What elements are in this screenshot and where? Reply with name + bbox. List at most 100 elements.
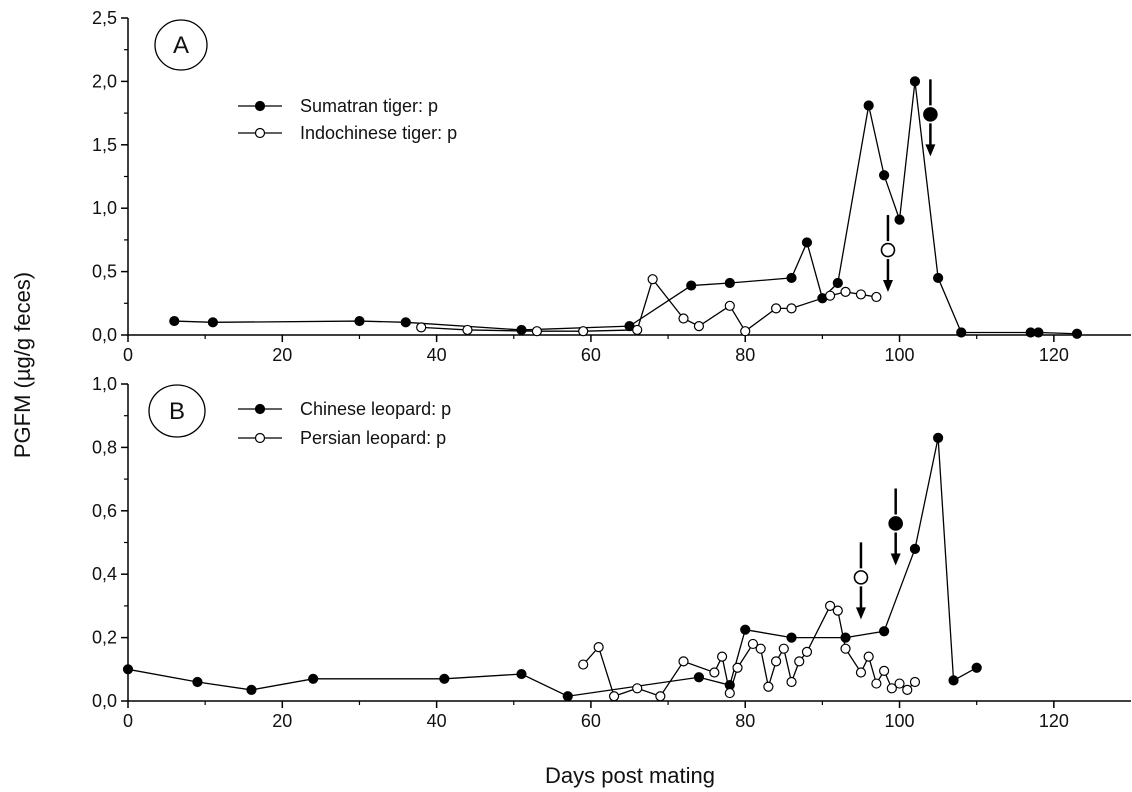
y-axis-title: PGFM (µg/g feces) <box>10 272 35 458</box>
panel-a-arrow-marker <box>880 242 896 258</box>
panel-b-series-2-point <box>632 683 643 694</box>
panel-b-series-2-point <box>871 678 882 689</box>
panel-b-series-2-point <box>794 656 805 667</box>
panel-a-series-1-point <box>956 327 967 338</box>
panel-b-series-2-point <box>832 605 843 616</box>
panel-b-series-1-point <box>879 626 890 637</box>
panel-a-series-1-point <box>169 315 180 327</box>
panel-a-series-1-point <box>686 280 697 291</box>
panel-b-label-circle <box>148 384 206 438</box>
panel-a-series-2-point <box>871 291 882 303</box>
panel-b-x-tick-label: 20 <box>272 711 292 731</box>
panel-b-y-tick-label: 0,0 <box>92 691 117 711</box>
panel-b-series-1-point <box>693 672 705 683</box>
panel-a-series-1-point <box>786 272 797 284</box>
panel-b-series-2-point <box>840 643 851 654</box>
panel-b-series-1-point <box>308 673 319 684</box>
panel-b-y-tick-label: 0,4 <box>92 564 117 584</box>
panel-b-series-2-point <box>747 638 759 650</box>
panel-a-series-1-point <box>400 317 411 328</box>
panel-a-y-tick-label: 2,5 <box>92 8 117 28</box>
panel-a-series-1-point <box>207 317 218 328</box>
panel-b-series-2-point <box>755 643 766 654</box>
panel-b-arrow-head <box>855 607 866 620</box>
panel-b-axes <box>127 384 1131 702</box>
panel-a-series-2-point <box>693 321 705 332</box>
panel-b-series-2-line <box>582 604 916 698</box>
panel-b-series-2-point <box>902 684 913 696</box>
panel-a-series-2-point <box>770 303 782 314</box>
panel-b-chart: 0,0 0,2 0,4 0,6 0,8 1,0 0 20 40 60 80 100 120 Chinese… <box>92 374 1131 731</box>
panel-b-arrow-marker <box>888 516 903 531</box>
panel-b-series-1-point <box>246 684 257 696</box>
panel-a-y-tick-label: 0,0 <box>92 325 117 345</box>
panel-b-arrow-head <box>890 553 901 566</box>
panel-b-series-1-point <box>122 664 134 675</box>
panel-b-x-tick-label: 40 <box>427 711 447 731</box>
panel-b-label: B <box>169 398 185 425</box>
panel-b-y-tick-label: 0,2 <box>92 628 117 648</box>
panel-b-series-2-point <box>678 656 689 667</box>
panel-a-series-1-point <box>516 324 527 336</box>
panel-b-series-2-point <box>578 659 589 670</box>
panel-b-series-2-point <box>886 683 897 694</box>
panel-a-series-2-point <box>531 326 543 337</box>
panel-a-series-1-point <box>863 100 874 111</box>
panel-b-x-tick-label: 0 <box>123 711 133 731</box>
panel-a-series-2-point <box>578 326 589 337</box>
panel-a-y-tick-label: 1,5 <box>92 135 117 155</box>
panel-b-series-1-point <box>840 632 851 643</box>
panel-b-arrow-marker <box>853 570 869 585</box>
panel-b-series-1-point <box>948 675 959 686</box>
panel-a-x-tick-label: 120 <box>1039 345 1069 365</box>
panel-a-series-2-point <box>824 290 836 301</box>
panel-a-series-1-point <box>354 315 365 327</box>
panel-b-legend-label: Persian leopard: p <box>300 428 446 448</box>
panel-b-series-2-point <box>716 651 728 662</box>
panel-a-series-1-point <box>879 170 890 181</box>
panel-a-legend-marker <box>254 127 266 139</box>
panel-a-series-2-point <box>416 322 427 333</box>
panel-a-series-2-point <box>632 324 643 336</box>
panel-a-series-2-point <box>678 313 689 324</box>
panel-b-series-2-point <box>763 681 774 692</box>
panel-b-y-tick-label: 0,6 <box>92 501 117 521</box>
panel-a-arrow-head <box>882 280 893 293</box>
panel-b-y-tick-label: 0,8 <box>92 437 117 457</box>
panel-b-x-tick-label: 120 <box>1039 711 1069 731</box>
panel-a-y-tick-label: 0,5 <box>92 262 117 282</box>
panel-b-legend-label: Chinese leopard: p <box>300 399 451 419</box>
panel-b-legend-marker <box>254 432 266 444</box>
panel-b-x-tick-label: 60 <box>581 711 601 731</box>
panel-b-series-1-point <box>786 632 797 643</box>
panel-b-series-1-line <box>127 437 978 697</box>
panel-b-series-2-point <box>608 691 620 702</box>
panel-b-x-tick-label: 80 <box>735 711 755 731</box>
panel-a-series-2-point <box>740 326 751 337</box>
panel-b-series-2-point <box>770 656 782 667</box>
panel-b-series-2-point <box>801 646 813 657</box>
panel-a-series-2-point <box>724 300 735 311</box>
panel-a-series-1-point <box>1033 327 1044 338</box>
panel-a-series-1-point <box>801 237 813 248</box>
panel-b-series-1-point <box>439 673 450 684</box>
panel-a-series-1-point <box>724 277 735 289</box>
panel-a-series-1-point <box>933 272 944 284</box>
panel-a-legend-label: Sumatran tiger: p <box>300 96 438 116</box>
panel-a-series-2-point <box>647 274 658 285</box>
panel-b-series-2-point <box>655 691 666 702</box>
panel-b-series-2-point <box>909 676 921 688</box>
panel-a-arrow-head <box>925 144 936 157</box>
panel-a-series-2-point <box>786 303 797 314</box>
panel-b-series-1-point <box>562 691 573 702</box>
panel-b-series-2-point <box>894 678 905 689</box>
panel-b-legend-marker <box>254 403 266 415</box>
panel-a-y-tick-label: 2,0 <box>92 71 117 91</box>
panel-b-series-2-point <box>732 662 743 673</box>
panel-b-series-1-point <box>933 432 944 443</box>
panel-a-axes <box>127 18 1131 336</box>
panel-b-series-2-point <box>786 676 797 688</box>
panel-a-series-1-point <box>909 76 921 87</box>
panel-a-series-1-line <box>174 81 1078 335</box>
